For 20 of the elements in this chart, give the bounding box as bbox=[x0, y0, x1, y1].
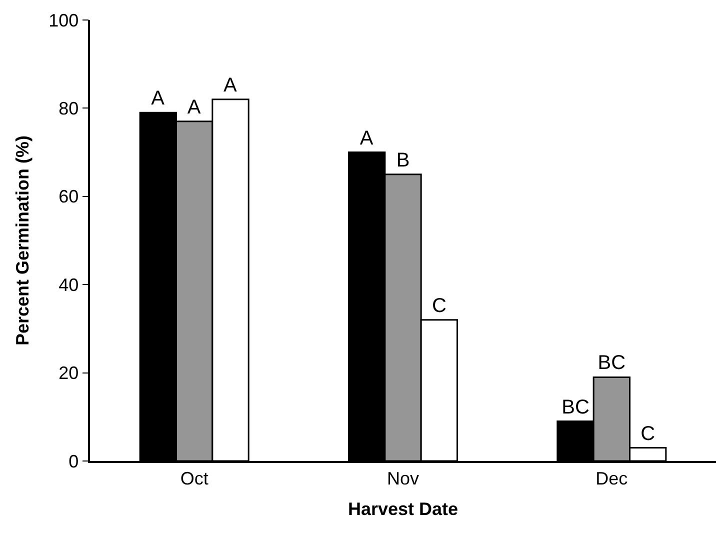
y-tick-label: 100 bbox=[48, 10, 79, 30]
data-label: C bbox=[640, 422, 656, 445]
y-tick-label: 80 bbox=[58, 98, 79, 118]
y-tick-label: 0 bbox=[68, 451, 79, 472]
x-tick-label: Dec bbox=[596, 468, 628, 488]
y-tick-label: 40 bbox=[58, 274, 79, 295]
y-axis-title: Percent Germination (%) bbox=[12, 135, 32, 346]
y-tick-label: 20 bbox=[58, 363, 79, 384]
x-tick-label: Oct bbox=[180, 468, 208, 488]
data-label: A bbox=[224, 74, 238, 96]
data-label: BC bbox=[598, 352, 626, 374]
data-label: BC bbox=[562, 396, 590, 418]
y-tick-label: 60 bbox=[58, 186, 79, 207]
data-label: B bbox=[396, 149, 410, 172]
data-label: A bbox=[151, 88, 166, 110]
x-axis-title: Harvest Date bbox=[348, 498, 458, 519]
data-label: C bbox=[432, 294, 446, 317]
data-label: A bbox=[360, 127, 374, 150]
x-tick-label: Nov bbox=[386, 468, 420, 488]
data-label: A bbox=[187, 96, 202, 118]
